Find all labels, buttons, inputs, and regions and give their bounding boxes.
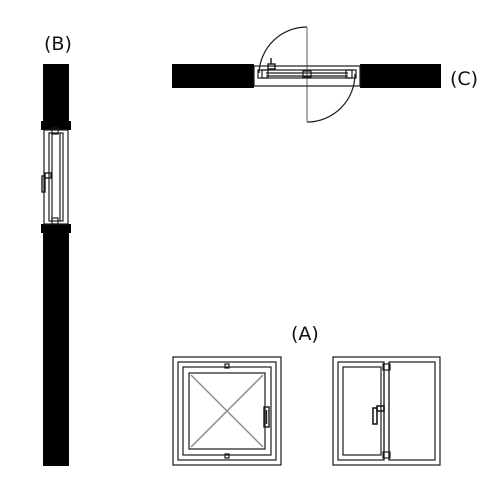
wall-section-bottom (43, 226, 69, 466)
handle-section (41, 172, 52, 193)
window-frame-section (43, 127, 69, 225)
swing-arc-upper (258, 26, 308, 74)
elevation-views-a: (A) (172, 323, 441, 466)
lintel-cap (41, 121, 71, 130)
sill-cap (41, 224, 71, 233)
section-view-b: (B) (41, 33, 72, 466)
wall-plan-right (360, 64, 441, 88)
elevation-rear (332, 356, 441, 466)
handle-elevation-front (263, 406, 270, 428)
swing-arc-lower (306, 73, 356, 123)
elevation-front (172, 356, 282, 466)
label-b: (B) (44, 33, 72, 55)
handle-plan (267, 58, 276, 70)
plan-view-c: (C) (172, 26, 478, 123)
opening-diagonals (190, 374, 264, 448)
wall-section-top (43, 64, 69, 130)
label-a: (A) (291, 323, 319, 345)
label-c: (C) (450, 68, 478, 90)
handle-elevation-rear (372, 405, 385, 425)
window-frame-plan (253, 65, 361, 87)
wall-plan-left (172, 64, 254, 88)
